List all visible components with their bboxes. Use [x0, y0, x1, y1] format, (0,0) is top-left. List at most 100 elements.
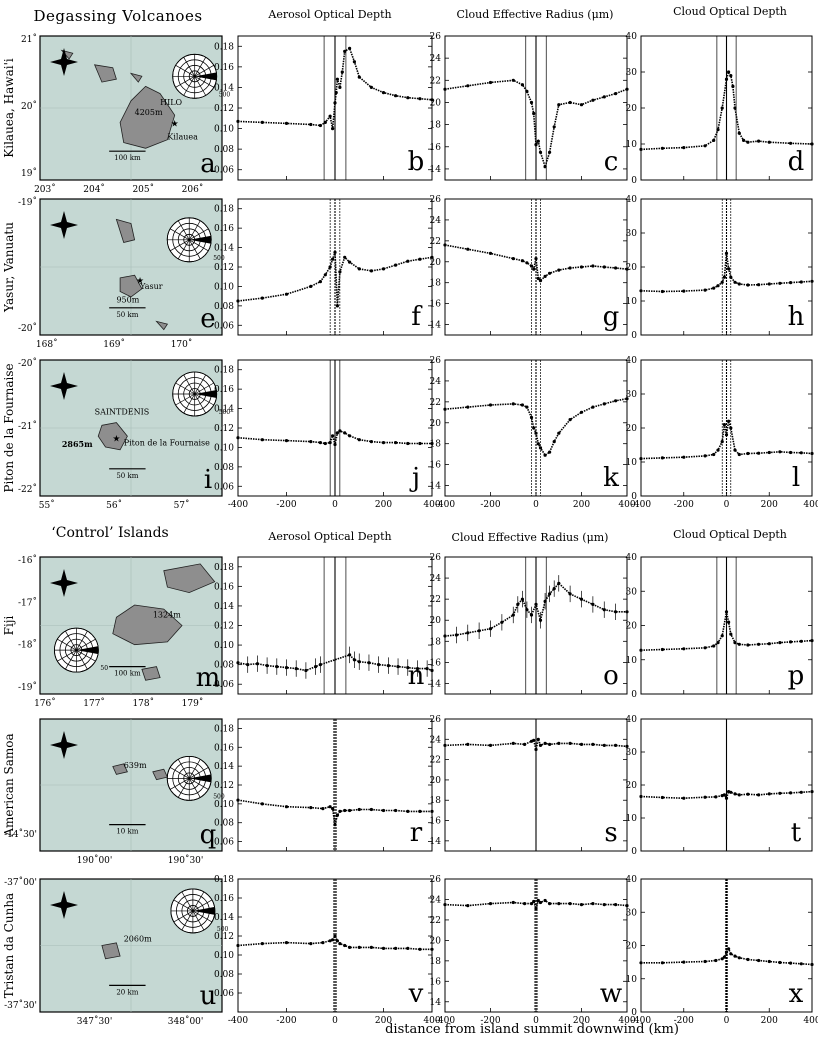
panel-letter: w [600, 979, 622, 1009]
data-point [543, 898, 547, 903]
data-point [767, 792, 771, 796]
map-panel-u: 500 2060m 20 km u 347˚30' 348˚00' -37˚00' -37˚3… [2, 876, 229, 1027]
map-label: HILO [160, 98, 182, 107]
data-point [729, 952, 733, 956]
y-tick-label: 0.18 [214, 205, 234, 215]
column-title-aod-top: Aerosol Optical Depth [267, 8, 391, 21]
data-point [639, 457, 643, 461]
y-tick-label: 0.06 [214, 989, 234, 999]
data-point [255, 662, 259, 666]
data-point [746, 792, 750, 796]
map-label: 639m [124, 761, 147, 770]
y-tick-label: 22 [430, 595, 441, 605]
data-point [716, 128, 720, 132]
data-point [703, 454, 707, 458]
data-point [778, 450, 782, 454]
data-point [557, 431, 561, 435]
data-point [720, 957, 724, 961]
data-point [733, 792, 737, 796]
data-point [236, 661, 240, 665]
data-point [321, 807, 325, 811]
data-point [810, 142, 814, 146]
data-point [625, 267, 629, 271]
data-point [716, 641, 720, 645]
y-tick-label: 20 [430, 419, 442, 429]
section-title-bottom: ‘Control’ Islands [51, 525, 168, 541]
data-point [309, 440, 313, 444]
data-point [406, 666, 410, 670]
panel-letter: p [788, 661, 805, 691]
wind-rose-label: 50 [100, 665, 108, 672]
data-point [236, 119, 240, 123]
x-tick-label: -200 [674, 1016, 694, 1026]
data-point [712, 138, 716, 142]
data-point [367, 661, 371, 665]
north-compass-icon [50, 569, 78, 597]
section-title-top: Degassing Volcanoes [33, 7, 202, 25]
data-point [534, 907, 538, 911]
data-point [394, 946, 398, 951]
y-tick-label: 22 [430, 916, 441, 926]
panel-letter: u [200, 981, 217, 1011]
data-point [568, 741, 572, 746]
data-point [746, 140, 750, 144]
data-point [394, 441, 398, 445]
data-point [532, 426, 536, 430]
data-point [488, 251, 493, 255]
data-point [538, 900, 543, 905]
plot-panel-j: 0.06 0.08 0.10 0.12 0.14 0.16 0.18 -400 -200 0 200… [214, 359, 441, 510]
y-tick-label: 24 [430, 895, 442, 905]
panel-letter: c [604, 147, 619, 177]
data-point [789, 141, 793, 145]
map-y-tick-label: -20˚ [18, 322, 37, 334]
data-point [534, 143, 538, 147]
y-tick-label: 30 [626, 908, 638, 918]
data-point [591, 902, 595, 906]
data-point [548, 592, 552, 596]
plot-panel-d: 0 10 20 30 40 d [626, 32, 814, 186]
column-title-cer-bottom: Cloud Effective Radius (μm) [452, 531, 609, 544]
island-shape [93, 64, 117, 83]
y-tick-label: 0 [631, 847, 637, 857]
map-label: 2060m [124, 935, 152, 944]
data-point [357, 438, 361, 442]
data-point [538, 446, 543, 450]
data-point [727, 267, 731, 271]
data-point [525, 405, 529, 409]
data-point [703, 144, 707, 148]
data-point [614, 610, 618, 614]
y-tick-label: 30 [626, 587, 638, 597]
data-point [466, 405, 470, 409]
data-point [534, 747, 538, 752]
data-point [746, 283, 750, 287]
plot-panel-f: 0.06 0.08 0.10 0.12 0.14 0.16 0.18 f [214, 198, 434, 336]
panel-letter: k [603, 463, 619, 493]
data-point [536, 139, 540, 143]
data-point [328, 939, 332, 943]
data-point [660, 647, 665, 652]
map-x-tick-label: 348˚00' [168, 1015, 204, 1027]
wind-rose-icon [172, 371, 218, 417]
data-point [333, 934, 337, 938]
data-point [778, 791, 782, 795]
y-tick-label: 26 [430, 715, 442, 725]
data-point [406, 946, 410, 951]
data-point [466, 742, 470, 747]
data-point [757, 283, 761, 287]
x-tick-label: 200 [573, 1016, 590, 1026]
map-label: 950m [116, 295, 139, 304]
y-tick-label: 20 [626, 942, 638, 952]
scale-bar-label: 100 km [114, 154, 141, 162]
data-point [488, 902, 493, 906]
wind-rose-label: 500 [217, 926, 229, 933]
x-tick-label: -400 [435, 1016, 455, 1026]
data-point [639, 147, 643, 151]
data-point [742, 138, 746, 142]
map-x-tick-label: 169˚ [103, 338, 125, 350]
data-point [591, 264, 595, 268]
data-point [538, 279, 543, 283]
y-tick-label: 0 [631, 331, 637, 341]
y-tick-label: 0.06 [214, 321, 234, 331]
data-point [343, 255, 347, 259]
data-point [500, 620, 504, 624]
